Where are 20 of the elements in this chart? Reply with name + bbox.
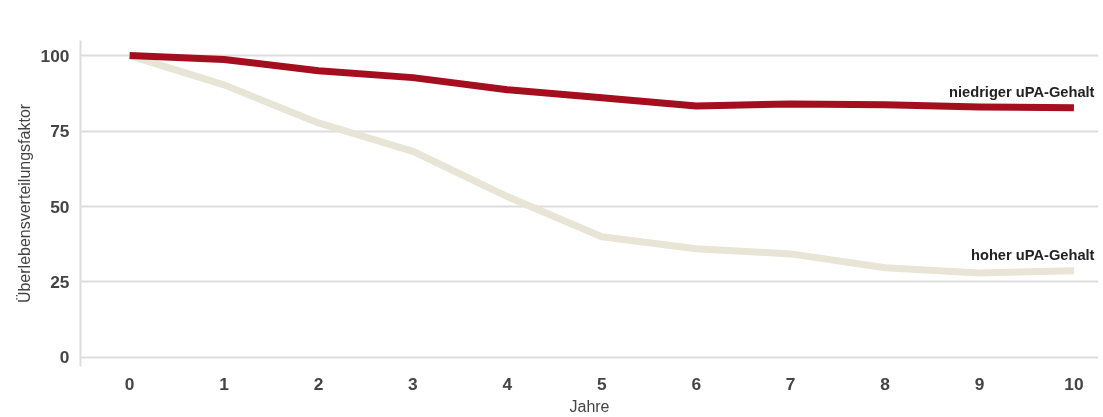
y-axis-title: Überlebensverteilungsfaktor [15,103,33,304]
x-tick-label: 1 [219,373,230,394]
x-tick-label: 0 [124,373,135,394]
y-tick-label: 75 [50,121,70,142]
x-tick-label: 3 [408,373,419,394]
x-tick-label: 9 [974,373,985,394]
x-tick-label: 5 [596,373,607,394]
x-tick-label: 7 [785,373,796,394]
series-label: niedriger uPA-Gehalt [949,83,1095,100]
x-tick-label: 10 [1064,373,1084,394]
x-tick-label: 8 [880,373,891,394]
y-tick-label: 100 [40,45,70,66]
series-label: hoher uPA-Gehalt [971,246,1095,263]
x-axis-title: Jahre [569,397,610,415]
y-tick-label: 25 [50,271,70,292]
y-tick-label: 50 [50,196,70,217]
x-tick-label: 2 [313,373,324,394]
y-tick-label: 0 [59,347,70,368]
x-tick-label: 6 [691,373,702,394]
x-tick-label: 4 [502,373,513,394]
